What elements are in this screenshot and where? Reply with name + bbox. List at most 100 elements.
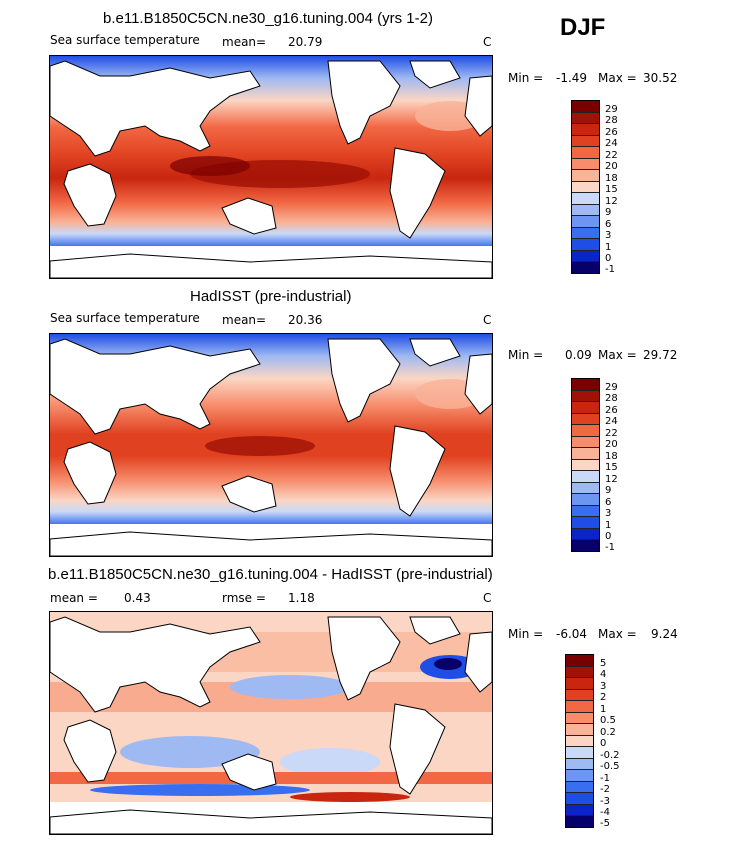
colorbar-swatch [572, 227, 599, 239]
sst-map [49, 55, 493, 279]
colorbar-swatch [572, 262, 599, 273]
colorbar-tick: -0.2 [600, 750, 620, 761]
colorbar-swatch [572, 135, 599, 147]
panel-title: b.e11.B1850C5CN.ne30_g16.tuning.004 - Ha… [48, 566, 493, 583]
colorbar-swatch [566, 689, 593, 701]
mean-label: mean= [222, 313, 267, 327]
colorbar-swatch [572, 471, 599, 483]
colorbar-swatch [566, 712, 593, 724]
max-value: 29.72 [643, 348, 678, 362]
min-label: Min = [508, 71, 544, 85]
difference-map-graphic [50, 612, 492, 834]
colorbar-swatch [572, 517, 599, 529]
colorbar-tick: 0.2 [600, 727, 616, 738]
colorbar-tick: 15 [605, 184, 618, 195]
colorbar-tick: -0.5 [600, 761, 620, 772]
colorbar-tick: 6 [605, 497, 612, 508]
variable-label: Sea surface temperature [50, 33, 200, 47]
rmse-label: rmse = [222, 591, 266, 605]
difference-map [49, 611, 493, 835]
mean-label: mean= [222, 35, 267, 49]
units-label: C [483, 591, 492, 605]
colorbar-swatch [572, 413, 599, 425]
colorbar-swatch [572, 124, 599, 136]
colorbar-tick: 9 [605, 207, 612, 218]
colorbar-swatch [572, 459, 599, 471]
colorbar-tick: 0 [600, 738, 607, 749]
colorbar-tick: 18 [605, 451, 618, 462]
colorbar-swatch [566, 781, 593, 793]
min-value: -1.49 [556, 71, 588, 85]
rmse-value: 1.18 [288, 591, 315, 605]
max-label: Max = [598, 627, 637, 641]
panel-title: b.e11.B1850C5CN.ne30_g16.tuning.004 (yrs… [103, 10, 433, 27]
colorbar-tick: 4 [600, 669, 607, 680]
colorbar-tick: 3 [600, 681, 607, 692]
sst-map-graphic [50, 334, 492, 556]
colorbar-tick: 0 [605, 253, 612, 264]
colorbar-tick: 1 [605, 242, 612, 253]
colorbar-swatch [566, 735, 593, 747]
sst-map [49, 333, 493, 557]
units-label: C [483, 313, 492, 327]
colorbar-tick: -1 [605, 542, 615, 553]
colorbar-tick: 0.5 [600, 715, 616, 726]
colorbar-swatch [572, 239, 599, 251]
colorbar-tick: 5 [600, 658, 607, 669]
colorbar-tick: 20 [605, 439, 618, 450]
min-label: Min = [508, 627, 544, 641]
min-value: 0.09 [565, 348, 592, 362]
colorbar-tick: 29 [605, 382, 618, 393]
variable-label: Sea surface temperature [50, 311, 200, 325]
colorbar-tick: 24 [605, 138, 618, 149]
colorbar-swatch [572, 494, 599, 506]
sst-colorbar [571, 378, 600, 552]
colorbar-swatch [572, 540, 599, 551]
colorbar-tick: -1 [605, 264, 615, 275]
mean-label: mean = [50, 591, 98, 605]
colorbar-tick: 29 [605, 104, 618, 115]
colorbar-tick: 26 [605, 127, 618, 138]
colorbar-tick: 28 [605, 393, 618, 404]
colorbar-swatch [572, 390, 599, 402]
colorbar-swatch [566, 804, 593, 816]
colorbar-tick: 15 [605, 462, 618, 473]
colorbar-tick: -1 [600, 773, 610, 784]
colorbar-tick: -5 [600, 818, 610, 829]
units-label: C [483, 35, 492, 49]
colorbar-tick: 18 [605, 173, 618, 184]
colorbar-tick: 0 [605, 531, 612, 542]
colorbar-swatch [572, 204, 599, 216]
colorbar-tick: -3 [600, 796, 610, 807]
colorbar-tick: -4 [600, 807, 610, 818]
colorbar-swatch [572, 528, 599, 540]
colorbar-tick: -2 [600, 784, 610, 795]
colorbar-swatch [566, 770, 593, 782]
max-label: Max = [598, 71, 637, 85]
mean-value: 20.36 [288, 313, 323, 327]
colorbar-tick: 12 [605, 196, 618, 207]
colorbar-swatch [572, 216, 599, 228]
colorbar-swatch [572, 482, 599, 494]
colorbar-tick: 28 [605, 115, 618, 126]
mean-value: 20.79 [288, 35, 323, 49]
colorbar-tick: 3 [605, 230, 612, 241]
max-value: 30.52 [643, 71, 678, 85]
colorbar-swatch [572, 112, 599, 124]
colorbar-tick: 20 [605, 161, 618, 172]
colorbar-swatch [566, 724, 593, 736]
difference-colorbar [565, 654, 594, 828]
colorbar-swatch [566, 701, 593, 713]
colorbar-swatch [572, 425, 599, 437]
max-value: 9.24 [651, 627, 678, 641]
colorbar-swatch [566, 678, 593, 690]
sst-colorbar [571, 100, 600, 274]
colorbar-tick: 1 [605, 520, 612, 531]
colorbar-tick: 26 [605, 405, 618, 416]
colorbar-swatch [572, 448, 599, 460]
colorbar-tick: 6 [605, 219, 612, 230]
colorbar-tick: 22 [605, 428, 618, 439]
colorbar-swatch [572, 436, 599, 448]
sst-map-graphic [50, 56, 492, 278]
colorbar-swatch [572, 170, 599, 182]
